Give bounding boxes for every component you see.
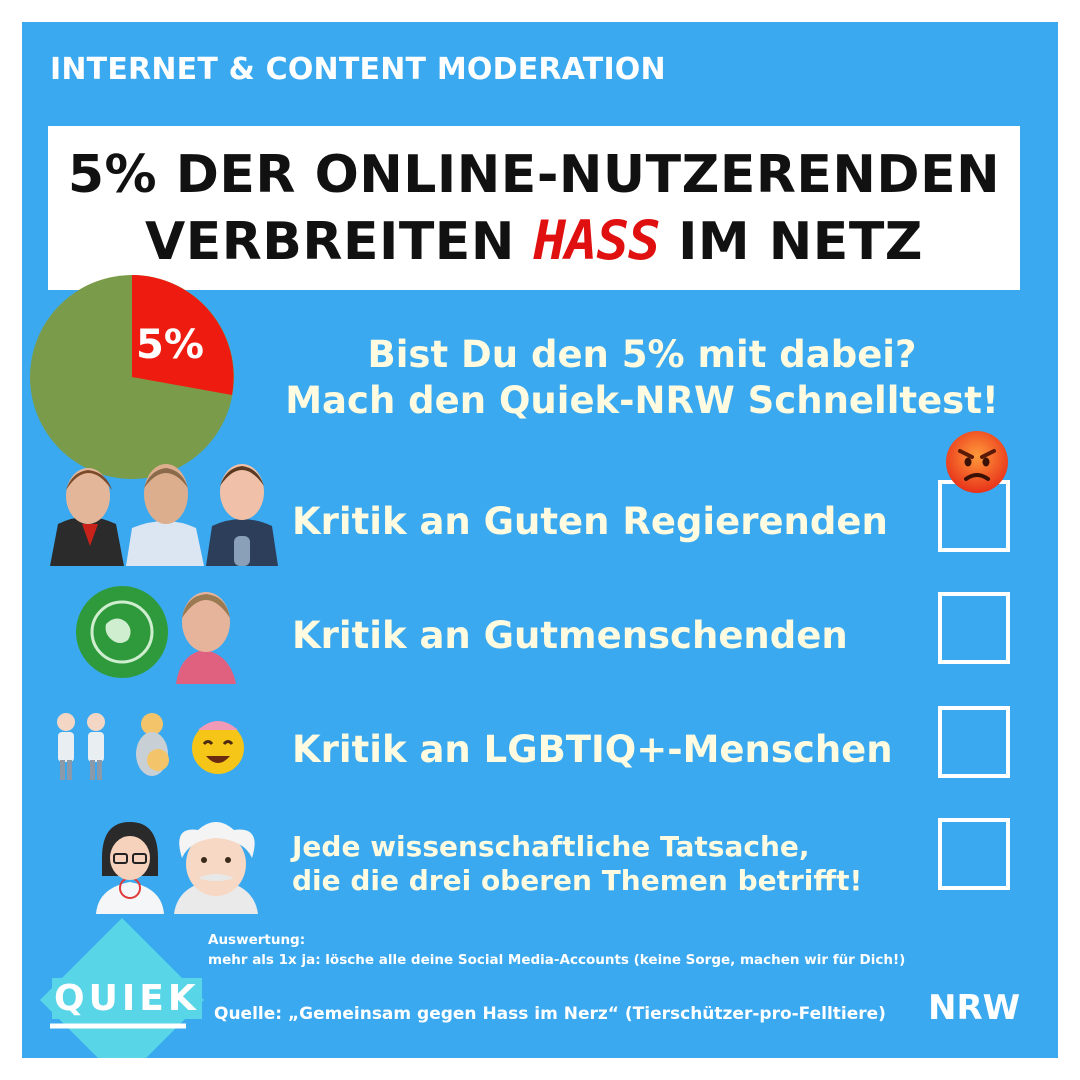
checklist-item-4-line-2: die die drei oberen Themen betrifft! <box>292 864 863 897</box>
headline-line-2: VERBREITEN HASS IM NETZ <box>145 208 923 275</box>
test-question: Bist Du den 5% mit dabei? Mach den Quiek… <box>232 332 1052 424</box>
headline-line-2-after: IM NETZ <box>659 211 924 272</box>
source-note: Quelle: „Gemeinsam gegen Hass im Nerz“ (… <box>214 1004 886 1024</box>
checklist-item-1-label: Kritik an Guten Regierenden <box>292 500 888 543</box>
headline-line-2-before: VERBREITEN <box>144 211 534 272</box>
checklist-item-4-label: Jede wissenschaftliche Tatsache, die die… <box>292 830 862 898</box>
checklist-item-2-label: Kritik an Gutmenschenden <box>292 614 848 657</box>
checkbox-3[interactable] <box>938 706 1010 778</box>
scientist-emoji-group <box>96 822 258 914</box>
checklist-item-3-label: Kritik an LGBTIQ+-Menschen <box>292 728 893 771</box>
evaluation-title: Auswertung: <box>208 932 306 948</box>
quiek-logo-text: QUIEK <box>52 978 202 1019</box>
pie-highlight-slice <box>132 275 234 395</box>
headline-box: 5% DER ONLINE-NUTZERENDEN VERBREITEN HAS… <box>48 126 1020 290</box>
angry-face-emoji <box>946 431 1008 493</box>
pie-percent-label: 5% <box>136 322 204 368</box>
checkbox-4[interactable] <box>938 818 1010 890</box>
evaluation-block: Auswertung: mehr als 1x ja: lösche alle … <box>208 930 905 970</box>
lgbtq-emoji-group <box>57 713 244 780</box>
topic-heading: INTERNET & CONTENT MODERATION <box>50 52 666 87</box>
pie-chart <box>30 275 234 479</box>
poster-panel: INTERNET & CONTENT MODERATION 5% DER ONL… <box>22 22 1058 1058</box>
question-line-1: Bist Du den 5% mit dabei? <box>367 333 917 376</box>
headline-line-1: 5% DER ONLINE-NUTZERENDEN <box>67 144 1001 205</box>
headline-hass-word: HASS <box>533 208 660 272</box>
evaluation-text: mehr als 1x ja: lösche alle deine Social… <box>208 952 906 968</box>
checkbox-2[interactable] <box>938 592 1010 664</box>
fridays-for-future-logo <box>76 586 236 684</box>
three-politicians-image <box>50 464 278 566</box>
question-line-2: Mach den Quiek-NRW Schnelltest! <box>285 379 999 422</box>
checklist-item-4-line-1: Jede wissenschaftliche Tatsache, <box>292 830 810 863</box>
region-label: NRW <box>928 988 1021 1028</box>
